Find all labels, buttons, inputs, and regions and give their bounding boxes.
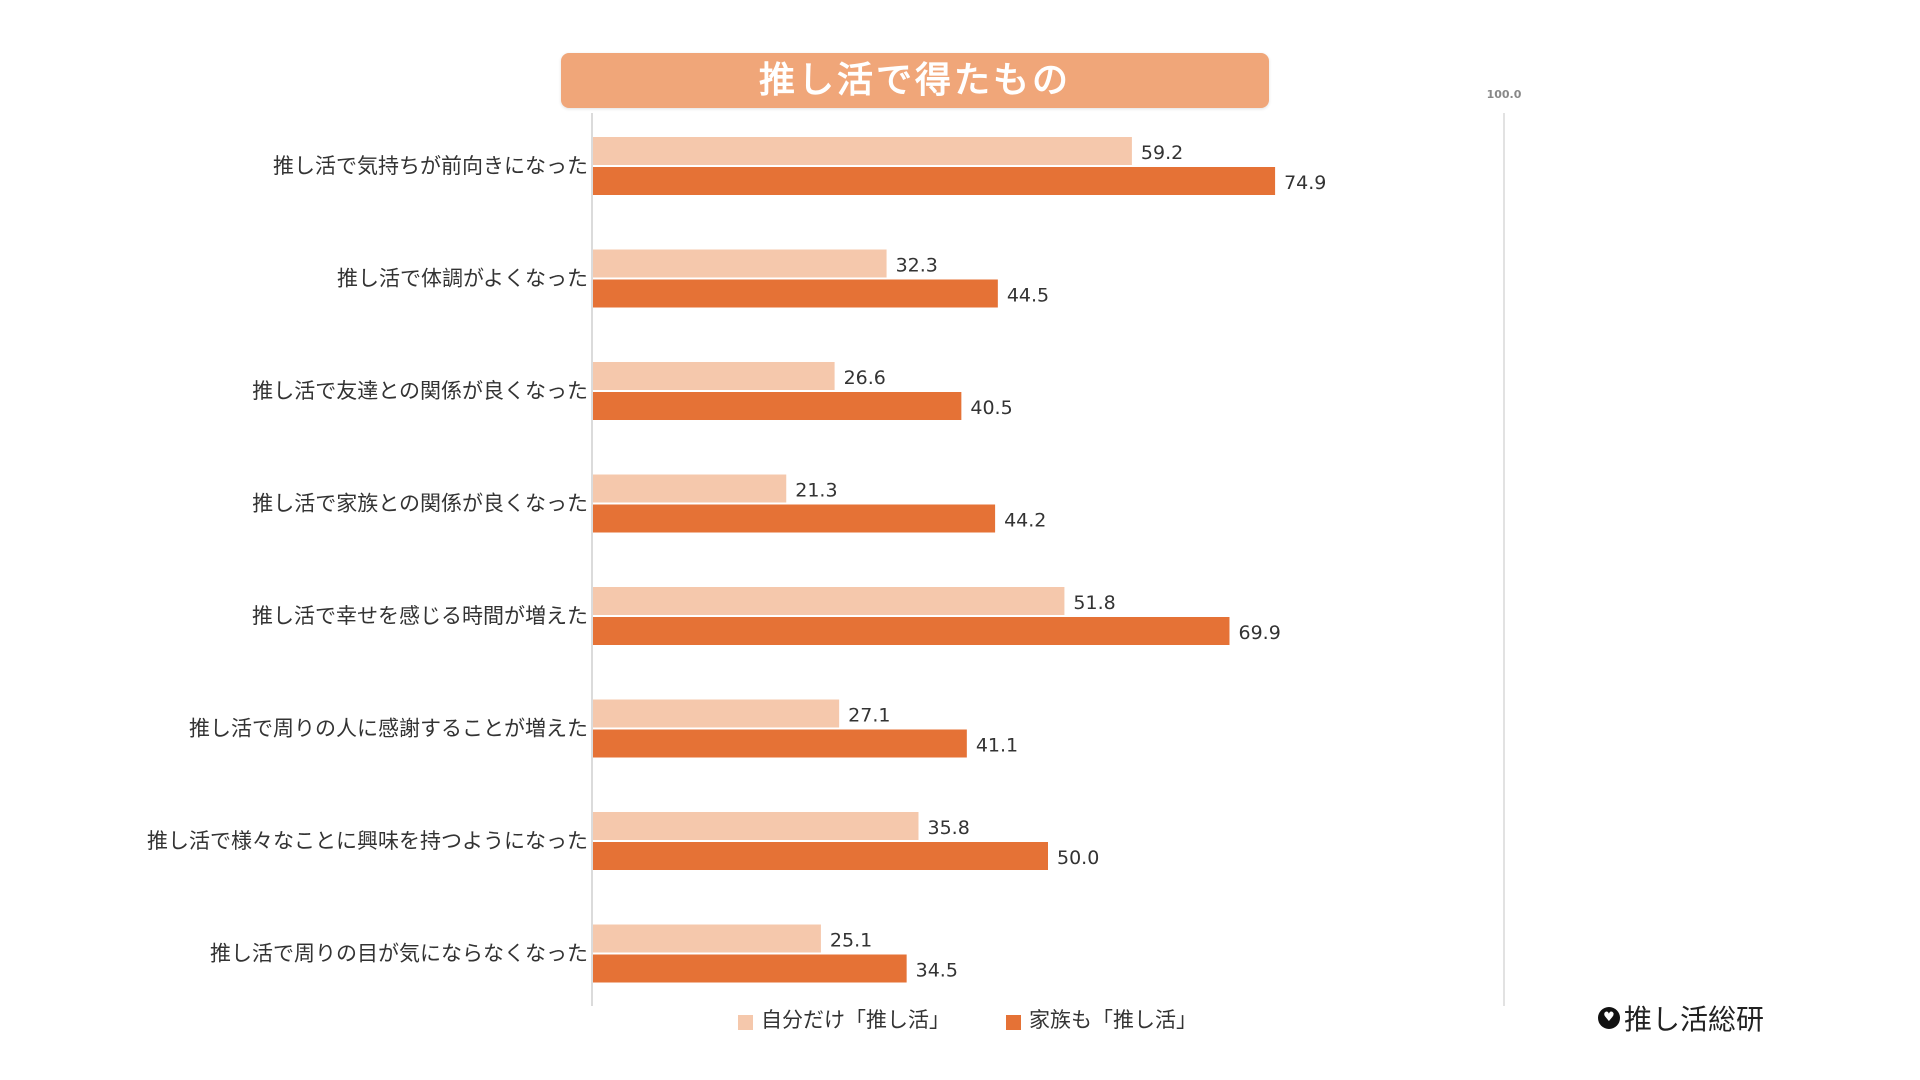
bar-self <box>593 924 821 953</box>
data-label: 69.9 <box>1238 622 1280 644</box>
category-label: 推し活で幸せを感じる時間が増えた <box>252 604 588 628</box>
bar-self <box>593 249 887 278</box>
x-tick-label: 100.0 <box>1487 88 1522 101</box>
bar-family <box>593 167 1276 195</box>
data-label: 25.1 <box>830 930 872 952</box>
heart-icon: ♥ <box>1598 1007 1620 1029</box>
data-label: 32.3 <box>896 255 938 277</box>
data-label: 27.1 <box>848 705 890 727</box>
bar-family <box>593 617 1230 645</box>
category-label: 推し活で周りの人に感謝することが増えた <box>189 717 588 741</box>
category-label: 推し活で体調がよくなった <box>337 267 588 291</box>
chart-title: 推し活で得たもの <box>561 53 1269 108</box>
bar-self <box>593 812 919 840</box>
bar-family <box>593 954 907 983</box>
data-label: 74.9 <box>1284 172 1326 194</box>
legend-label-family: 家族も「推し活」 <box>1029 1008 1197 1032</box>
data-label: 59.2 <box>1141 142 1183 164</box>
logo-text: 推し活総研 <box>1624 1003 1765 1036</box>
legend-item-self: 自分だけ「推し活」 <box>738 1004 950 1034</box>
bar-family <box>593 504 996 533</box>
data-label: 44.5 <box>1007 285 1049 307</box>
data-label: 21.3 <box>795 480 837 502</box>
bar-family <box>593 392 962 420</box>
category-label: 推し活で様々なことに興味を持つようになった <box>147 829 588 853</box>
bar-self <box>593 474 787 503</box>
bar-self <box>593 362 835 390</box>
data-label: 35.8 <box>927 817 969 839</box>
brand-logo: ♥ 推し活総研 <box>1598 998 1764 1038</box>
data-label: 40.5 <box>970 397 1012 419</box>
bar-self <box>593 587 1065 615</box>
bar-family <box>593 279 998 308</box>
category-label: 推し活で家族との関係が良くなった <box>252 492 588 516</box>
bar-family <box>593 842 1048 870</box>
data-label: 44.2 <box>1004 510 1046 532</box>
data-label: 41.1 <box>976 735 1018 757</box>
legend-item-family: 家族も「推し活」 <box>1006 1004 1197 1034</box>
legend-label-self: 自分だけ「推し活」 <box>761 1008 950 1032</box>
legend-swatch-self <box>738 1014 753 1030</box>
data-label: 51.8 <box>1073 592 1115 614</box>
category-label: 推し活で友達との関係が良くなった <box>252 379 588 403</box>
legend-swatch-family <box>1006 1014 1021 1030</box>
bar-self <box>593 137 1132 165</box>
bar-self <box>593 699 840 728</box>
data-label: 34.5 <box>916 960 958 982</box>
data-label: 50.0 <box>1057 847 1099 869</box>
category-label: 推し活で気持ちが前向きになった <box>273 154 588 178</box>
data-label: 26.6 <box>844 367 886 389</box>
bar-family <box>593 729 967 758</box>
category-label: 推し活で周りの目が気にならなくなった <box>210 942 588 966</box>
